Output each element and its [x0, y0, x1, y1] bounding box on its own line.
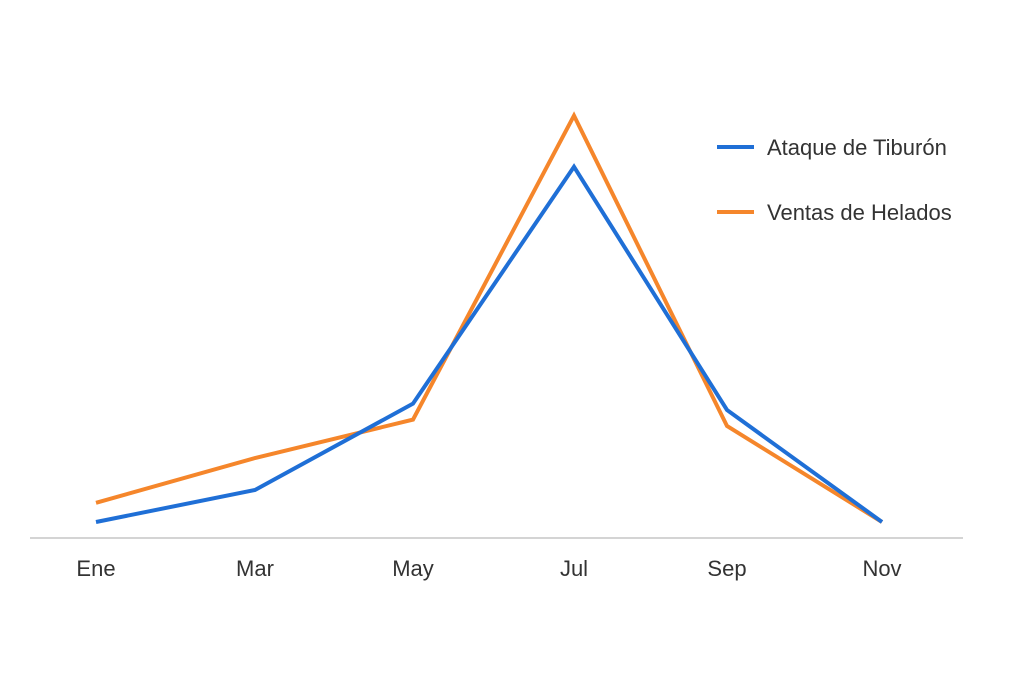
legend-label-1: Ventas de Helados: [767, 200, 952, 225]
x-tick-label: Sep: [707, 556, 746, 581]
x-axis-tick-labels: Ene Mar May Jul Sep Nov: [76, 556, 901, 581]
series-lines: [95, 111, 884, 524]
series-line-1: [95, 111, 884, 524]
x-tick-label: May: [392, 556, 434, 581]
x-tick-label: Mar: [236, 556, 274, 581]
legend: Ataque de Tiburón Ventas de Helados: [717, 135, 952, 225]
x-tick-label: Nov: [862, 556, 901, 581]
x-tick-label: Jul: [560, 556, 588, 581]
x-tick-label: Ene: [76, 556, 115, 581]
series-line-0: [95, 163, 884, 524]
legend-label-0: Ataque de Tiburón: [767, 135, 947, 160]
